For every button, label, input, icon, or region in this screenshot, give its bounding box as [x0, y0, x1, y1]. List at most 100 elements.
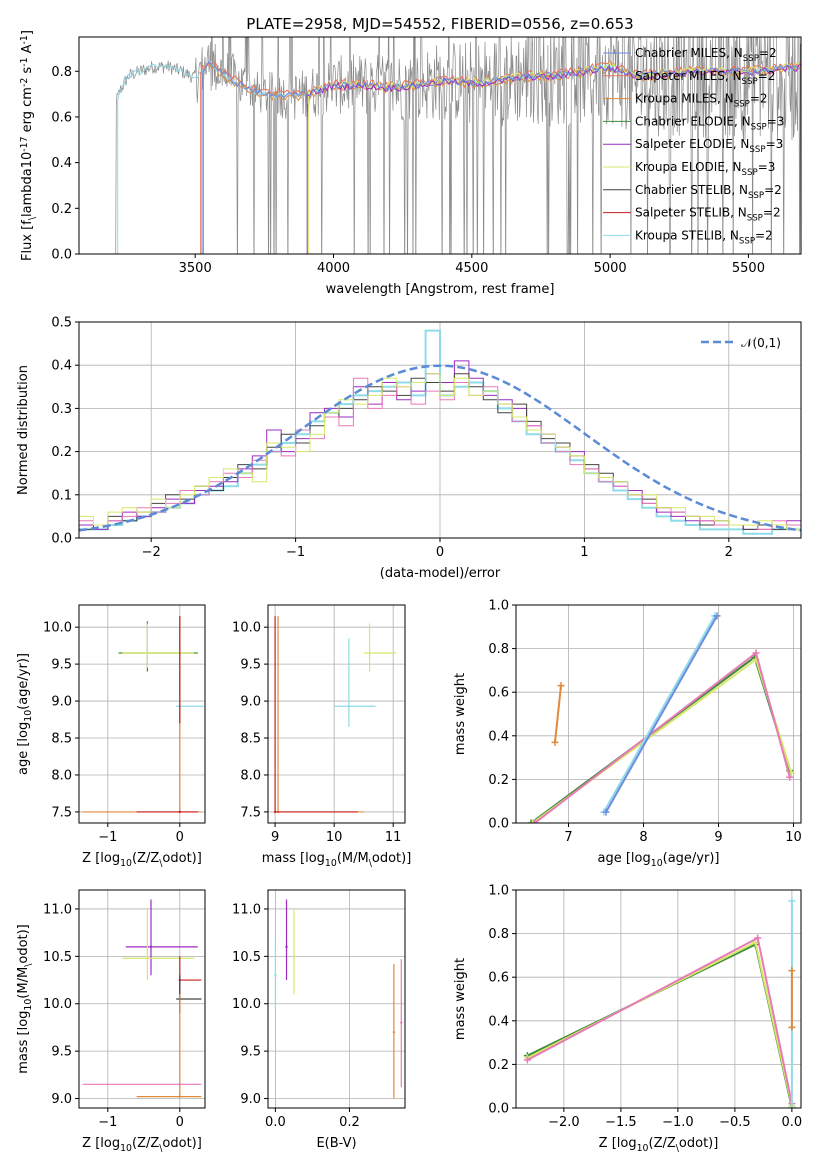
y-tick-label: 9.0 — [51, 695, 72, 710]
y-tick-label: 9.0 — [51, 1092, 72, 1107]
label-fragment: (M/M — [16, 967, 31, 999]
label-fragment: SSP — [748, 191, 764, 201]
x-tick-label: 11 — [385, 830, 402, 845]
label-fragment: odot)] — [162, 851, 201, 866]
y-tick-label: 0.0 — [488, 1102, 509, 1117]
weight-line-kroupa_elodie — [531, 657, 793, 823]
chart-title: PLATE=2958, MJD=54552, FIBERID=0556, z=0… — [246, 15, 633, 33]
y-tick-label: 0.2 — [51, 445, 72, 460]
label-fragment: (data-model)/error — [380, 566, 501, 581]
label-fragment: SSP — [749, 145, 765, 155]
label-fragment: \ — [676, 1143, 680, 1154]
label-fragment: -17 — [19, 136, 30, 151]
legend-label: Kroupa ELODIE, NSSP=3 — [635, 160, 775, 178]
data-point — [274, 974, 277, 977]
y-axis-label: mass [log10(M/M\odot)] — [16, 924, 34, 1074]
plot-area — [273, 616, 397, 814]
plot-area — [82, 899, 202, 1098]
label-fragment: 10 — [23, 999, 34, 1011]
weight-line-chabrier_elodie — [526, 943, 793, 1108]
label-fragment: age [log — [598, 851, 651, 866]
legend-label: 𝒩(0,1) — [741, 336, 781, 350]
weight-line-kroupa_elodie — [526, 940, 793, 1107]
y-tick-label: 0.5 — [51, 316, 72, 331]
weight-marker — [551, 738, 559, 746]
label-fragment: 10 — [120, 858, 132, 869]
y-tick-label: 9.0 — [240, 695, 261, 710]
label-fragment: =2 — [750, 92, 768, 106]
label-fragment: =2 — [755, 228, 773, 242]
weight-marker — [788, 1104, 796, 1108]
y-tick-label: 0.6 — [488, 971, 509, 986]
label-fragment: odot)] — [372, 851, 411, 866]
label-fragment: 𝒩(0,1) — [741, 336, 781, 350]
data-point — [178, 810, 181, 814]
label-fragment: =2 — [758, 69, 776, 83]
y-tick-label: 11.0 — [232, 902, 261, 917]
x-tick-label: 1 — [580, 545, 588, 560]
plot-area — [523, 897, 796, 1108]
axes-frame — [515, 604, 802, 824]
x-axis-label: mass [log10(M/M\odot)] — [262, 851, 412, 869]
label-fragment: odot)] — [16, 924, 31, 963]
panel-mass_vs_EBV: 0.0 0.2 9.0 9.5 10.0 10.5 11.0 E(B-V) — [232, 889, 406, 1151]
label-fragment: =2 — [764, 183, 782, 197]
weight-line-pink — [534, 651, 791, 823]
label-fragment: 10 — [120, 1143, 132, 1154]
y-tick-label: 0.8 — [488, 927, 509, 942]
weight-marker — [752, 649, 760, 657]
plot-area — [82, 616, 204, 814]
label-fragment: Z [log — [599, 1136, 637, 1151]
weight-line-chabrier_elodie — [530, 655, 791, 823]
label-fragment: Kroupa MILES, N — [635, 92, 734, 106]
plot-area — [274, 899, 403, 1099]
label-fragment: Salpeter ELODIE, N — [635, 137, 749, 151]
legend-label: Salpeter STELIB, NSSP=2 — [635, 206, 781, 224]
label-fragment: \ — [159, 858, 163, 869]
gaussian-curve — [79, 364, 801, 532]
data-point — [347, 705, 351, 708]
observed-spectrum — [112, 37, 801, 254]
label-fragment: mass [log — [16, 1011, 31, 1074]
label-fragment: \ — [369, 858, 373, 869]
weight-marker — [531, 819, 539, 823]
x-tick-label: −1.0 — [662, 1115, 694, 1130]
plot-area — [79, 329, 801, 535]
y-tick-label: 0.2 — [488, 1058, 509, 1073]
x-axis-label: Z [log10(Z/Z\odot)] — [82, 851, 202, 869]
x-axis-label: Z [log10(Z/Z\odot)] — [82, 1136, 202, 1154]
x-tick-label: 4500 — [455, 261, 488, 276]
label-fragment: 10 — [651, 858, 663, 869]
y-tick-label: 9.5 — [51, 658, 72, 673]
data-point — [400, 1021, 403, 1024]
y-tick-label: 10.5 — [43, 950, 72, 965]
x-tick-label: −1 — [98, 1115, 117, 1130]
x-tick-label: 0 — [436, 545, 444, 560]
label-fragment: ] — [20, 30, 35, 35]
data-point — [392, 1030, 396, 1034]
y-tick-label: 0.4 — [488, 1014, 509, 1029]
x-tick-label: 0.0 — [782, 1115, 803, 1130]
y-tick-label: 0.2 — [488, 773, 509, 788]
plot-area — [112, 37, 801, 254]
data-point — [149, 945, 153, 949]
axes-frame — [515, 889, 802, 1109]
y-axis-label: mass weight — [453, 958, 468, 1040]
label-fragment: 10 — [637, 1143, 649, 1154]
data-point — [368, 651, 371, 655]
label-fragment: SSP — [742, 168, 758, 178]
label-fragment: =3 — [758, 160, 776, 174]
label-fragment: SSP — [742, 77, 758, 87]
y-tick-label: 7.5 — [240, 805, 261, 820]
label-fragment: Chabrier STELIB, N — [635, 183, 748, 197]
legend-label: Chabrier MILES, NSSP=2 — [635, 46, 777, 64]
y-tick-label: 8.5 — [240, 732, 261, 747]
weight-marker — [527, 819, 535, 823]
weight-line-kroupa_stelib — [602, 615, 716, 813]
axes-frame — [78, 889, 206, 1109]
x-tick-label: −2 — [142, 545, 161, 560]
label-fragment: =3 — [767, 114, 785, 128]
label-fragment: mass [log — [262, 851, 325, 866]
